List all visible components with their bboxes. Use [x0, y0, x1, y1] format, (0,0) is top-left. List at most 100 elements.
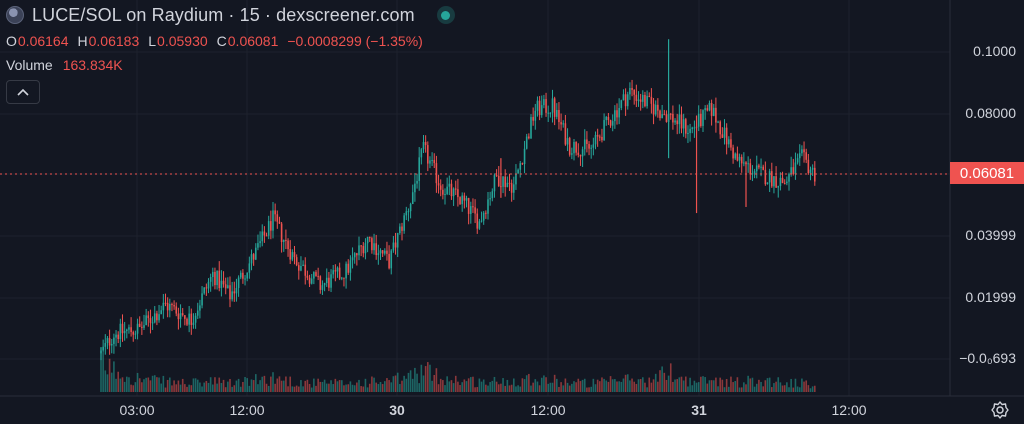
candle-body — [616, 110, 618, 118]
volume-bar — [568, 385, 571, 392]
candle-body — [551, 98, 554, 113]
volume-bar — [229, 378, 231, 392]
volume-bar — [495, 381, 498, 392]
candle-body — [207, 281, 210, 289]
candle-body — [427, 145, 429, 164]
candle-body — [231, 291, 233, 300]
volume-bar — [622, 378, 625, 392]
candle-body — [366, 236, 369, 244]
volume-bar — [609, 376, 612, 392]
volume-bar — [278, 376, 281, 392]
candle-body — [272, 210, 274, 231]
candle-body — [239, 272, 242, 278]
volume-label: Volume — [6, 57, 53, 73]
candle-body — [156, 313, 158, 321]
volume-bar — [678, 377, 681, 392]
candle-body — [164, 302, 167, 304]
candle-body — [674, 120, 676, 123]
volume-bar — [104, 370, 107, 392]
volume-bar — [579, 381, 582, 392]
volume-bar — [530, 385, 532, 392]
candle-body — [581, 149, 584, 157]
volume-bar — [128, 377, 130, 392]
volume-bar — [175, 384, 178, 392]
candle-body — [614, 110, 616, 122]
candle-body — [143, 325, 145, 328]
volume-bar — [708, 380, 711, 392]
high-label: H — [77, 33, 88, 49]
candle-body — [270, 221, 272, 231]
low-value: 0.05930 — [157, 33, 208, 49]
volume-bar — [796, 386, 799, 392]
candle-body — [506, 182, 509, 188]
volume-bar — [368, 383, 371, 392]
volume-bar — [151, 375, 154, 392]
volume-bar — [732, 382, 734, 392]
volume-bar — [377, 384, 380, 392]
candle-body — [313, 272, 315, 279]
volume-bar — [654, 373, 657, 392]
volume-bar — [794, 378, 797, 392]
candle-body — [338, 267, 341, 279]
volume-bar — [379, 381, 382, 392]
volume-bar — [515, 386, 517, 392]
candle-body — [605, 116, 608, 121]
volume-bar — [564, 378, 567, 392]
live-status-icon[interactable] — [436, 6, 455, 24]
candle-body — [685, 119, 687, 134]
candle-body — [265, 235, 268, 237]
candle-body — [134, 333, 137, 335]
candle-body — [381, 250, 384, 254]
candle-body — [669, 113, 672, 115]
chart-settings-button[interactable] — [990, 400, 1010, 420]
candle-body — [276, 214, 279, 222]
candle-body — [558, 110, 560, 123]
candle-body — [502, 176, 504, 187]
candle-body — [196, 310, 199, 316]
volume-bar — [519, 386, 522, 392]
candle-body — [461, 195, 463, 205]
volume-bar — [439, 378, 442, 392]
volume-bar — [596, 379, 599, 392]
candle-body — [285, 240, 287, 242]
volume-bar — [113, 361, 115, 392]
volume-bar — [665, 379, 668, 392]
candle-body — [330, 274, 332, 288]
candle-body — [654, 104, 657, 115]
candle-body — [777, 186, 780, 188]
volume-bar — [697, 382, 700, 392]
volume-bar — [624, 374, 627, 392]
candle-body — [444, 193, 446, 195]
candle-body — [788, 174, 790, 182]
candle-body — [446, 186, 448, 194]
candle-body — [325, 277, 328, 284]
volume-bar — [680, 376, 683, 392]
candle-body — [386, 250, 388, 254]
time-tick-label: 12:00 — [831, 402, 867, 418]
collapse-legend-button[interactable] — [6, 80, 40, 104]
candle-body — [489, 198, 491, 200]
candle-body — [356, 253, 358, 256]
volume-bar — [282, 380, 285, 392]
volume-bar — [489, 382, 491, 392]
volume-bar — [100, 347, 102, 392]
candle-body — [583, 139, 586, 150]
candle-body — [151, 322, 154, 324]
volume-bar — [345, 384, 347, 392]
price-tick-label: 0.01999 — [965, 289, 1016, 305]
candle-body — [184, 315, 186, 319]
volume-bar — [119, 378, 122, 392]
time-tick-label: 30 — [389, 402, 405, 418]
volume-bar — [353, 385, 356, 392]
candle-body — [736, 153, 739, 161]
volume-bar — [261, 376, 264, 392]
candle-body — [220, 280, 223, 289]
candle-body — [639, 99, 642, 102]
candle-body — [543, 99, 545, 106]
volume-bar — [558, 386, 560, 392]
candle-body — [642, 94, 644, 102]
volume-bar — [199, 382, 201, 392]
volume-bar — [603, 378, 605, 392]
volume-bar — [300, 380, 302, 392]
